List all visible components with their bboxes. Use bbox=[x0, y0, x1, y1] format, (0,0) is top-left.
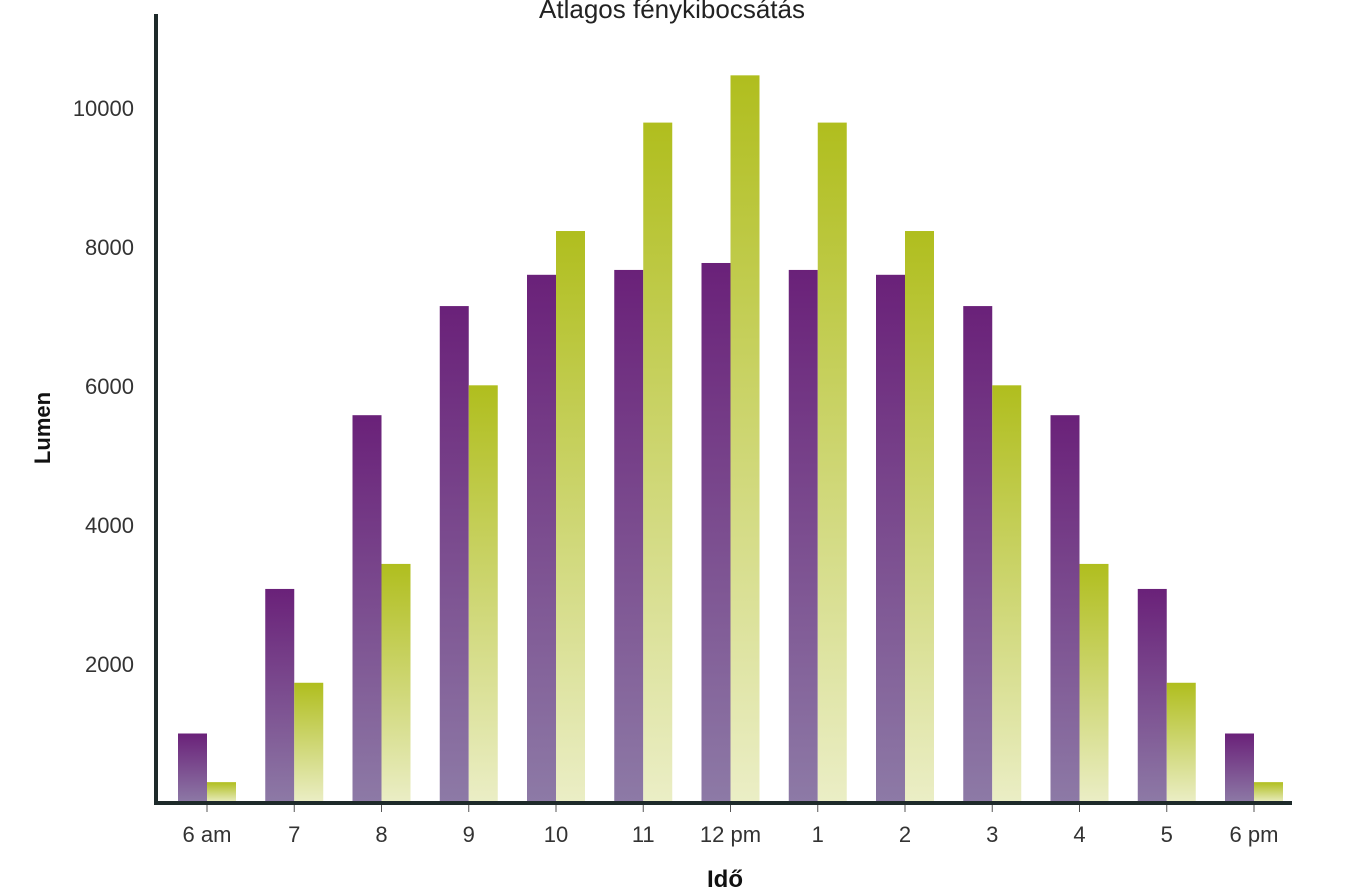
bar-series2-6 bbox=[730, 75, 760, 803]
bar-series1-5 bbox=[614, 269, 644, 803]
bar-group bbox=[178, 75, 1283, 804]
bar-series1-6 bbox=[701, 262, 731, 803]
bar-series2-12 bbox=[1254, 782, 1283, 803]
bar-series1-8 bbox=[876, 274, 905, 803]
x-tick-label: 11 bbox=[632, 822, 655, 847]
bar-series1-0 bbox=[178, 733, 207, 803]
bar-series2-4 bbox=[556, 231, 585, 803]
y-tick-label: 6000 bbox=[85, 374, 134, 399]
x-tick-label: 4 bbox=[1073, 822, 1085, 847]
bar-series1-3 bbox=[439, 306, 469, 803]
bar-series2-10 bbox=[1079, 563, 1109, 803]
bar-series2-7 bbox=[817, 122, 847, 804]
bar-series2-3 bbox=[468, 385, 498, 803]
x-tick-label: 1 bbox=[812, 822, 824, 847]
x-axis-title: Idő bbox=[707, 866, 743, 893]
bar-series1-2 bbox=[352, 415, 382, 803]
x-tick-label: 3 bbox=[986, 822, 998, 847]
bar-series2-8 bbox=[905, 231, 934, 803]
x-tick-label: 12 pm bbox=[700, 822, 761, 847]
bar-series1-11 bbox=[1137, 588, 1167, 803]
x-tick-label: 7 bbox=[288, 822, 300, 847]
x-tick-label: 10 bbox=[544, 822, 568, 847]
y-axis-title: Lumen bbox=[30, 392, 55, 464]
x-axis-ticks: 6 am 7 8 9 10 11 12 pm 1 2 3 4 5 6 pm bbox=[183, 805, 1279, 847]
x-tick-label: 9 bbox=[463, 822, 475, 847]
bar-series1-10 bbox=[1050, 415, 1080, 803]
bar-series1-4 bbox=[527, 274, 556, 803]
x-tick-label: 5 bbox=[1161, 822, 1173, 847]
y-axis-ticks: 2000 4000 6000 8000 10000 bbox=[73, 96, 134, 677]
x-tick-label: 2 bbox=[899, 822, 911, 847]
chart-title: Átlagos fénykibocsátás bbox=[539, 0, 805, 24]
bar-series1-7 bbox=[788, 269, 818, 803]
y-tick-label: 2000 bbox=[85, 652, 134, 677]
bar-series2-1 bbox=[294, 682, 324, 803]
x-tick-label: 6 am bbox=[183, 822, 232, 847]
bar-series2-5 bbox=[643, 122, 673, 804]
bar-series2-2 bbox=[381, 563, 411, 803]
bar-series1-9 bbox=[963, 306, 993, 803]
bar-series2-11 bbox=[1166, 682, 1196, 803]
y-tick-label: 4000 bbox=[85, 513, 134, 538]
bar-series1-1 bbox=[265, 588, 295, 803]
y-tick-label: 10000 bbox=[73, 96, 134, 121]
x-tick-label: 6 pm bbox=[1230, 822, 1279, 847]
bar-series2-0 bbox=[207, 782, 236, 803]
y-tick-label: 8000 bbox=[85, 235, 134, 260]
bar-series1-12 bbox=[1225, 733, 1254, 803]
bar-series2-9 bbox=[992, 385, 1022, 803]
x-tick-label: 8 bbox=[375, 822, 387, 847]
